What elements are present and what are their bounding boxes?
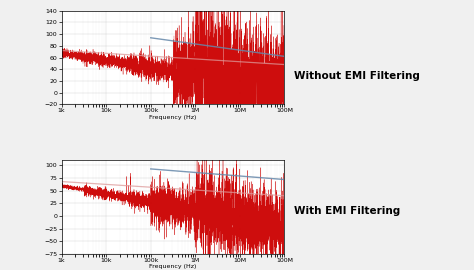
Text: Without EMI Filtering: Without EMI Filtering [294, 70, 420, 81]
X-axis label: Frequency (Hz): Frequency (Hz) [149, 264, 197, 269]
Text: With EMI Filtering: With EMI Filtering [294, 205, 400, 216]
X-axis label: Frequency (Hz): Frequency (Hz) [149, 115, 197, 120]
